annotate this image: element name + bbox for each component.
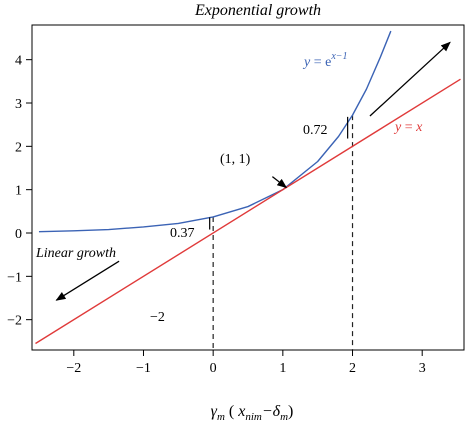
y-tick-label: 0 bbox=[15, 227, 22, 242]
y-tick-label: 2 bbox=[15, 140, 22, 155]
y-tick-label: 3 bbox=[15, 97, 22, 112]
annotation-marks bbox=[55, 41, 451, 301]
linear-growth-label: Linear growth bbox=[35, 246, 116, 261]
linear-line-label: y = x bbox=[393, 120, 423, 135]
value-037-label: 0.37 bbox=[170, 226, 195, 241]
y-tick-label: −2 bbox=[7, 314, 22, 329]
value-neg2-label: −2 bbox=[150, 310, 165, 325]
y-tick-label: 1 bbox=[15, 184, 22, 199]
exp-curve-label: y = ex−1 bbox=[302, 51, 348, 70]
x-tick-label: 1 bbox=[279, 361, 286, 376]
dashed-guides bbox=[212, 115, 354, 350]
x-axis-label: γm (xnim−δm) bbox=[211, 403, 294, 423]
linear-line bbox=[35, 78, 461, 345]
arrow-upper-right bbox=[369, 41, 451, 117]
arrow-to-point-1-1 bbox=[271, 176, 288, 189]
x-tick-label: −1 bbox=[136, 361, 151, 376]
series-lines bbox=[35, 30, 461, 345]
x-tick-label: −2 bbox=[66, 361, 81, 376]
value-072-label: 0.72 bbox=[303, 123, 328, 138]
arrow-lower-left bbox=[55, 260, 120, 301]
plot-frame bbox=[31, 24, 465, 351]
y-tick-label: 4 bbox=[15, 54, 22, 69]
point-1-1-label: (1, 1) bbox=[220, 152, 251, 167]
y-tick-label: −1 bbox=[7, 270, 22, 285]
x-tick-label: 2 bbox=[349, 361, 356, 376]
axis-ticks: −2 −1 0 1 2 3 −2 −1 0 1 2 3 4 bbox=[7, 54, 426, 376]
x-tick-label: 0 bbox=[210, 361, 217, 376]
chart-title: Exponential growth bbox=[194, 2, 321, 19]
exponential-curve bbox=[38, 30, 392, 233]
x-tick-label: 3 bbox=[419, 361, 426, 376]
